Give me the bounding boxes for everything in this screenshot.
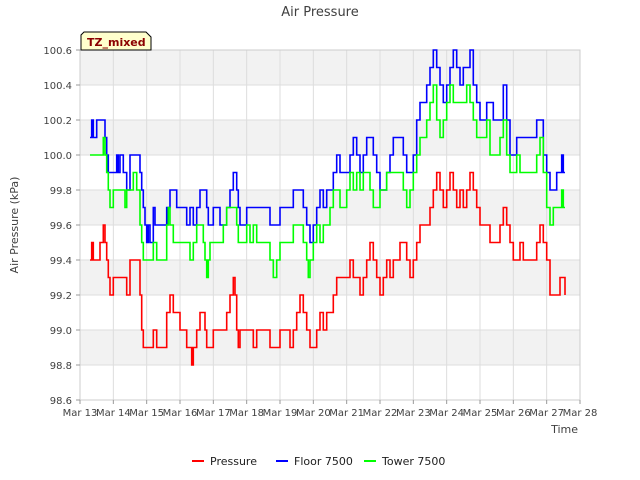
x-tick-label: Mar 18 — [229, 408, 264, 419]
y-axis-label: Air Pressure (kPa) — [8, 177, 21, 274]
x-tick-label: Mar 23 — [396, 408, 431, 419]
chart-title: Air Pressure — [281, 5, 359, 20]
x-tick-label: Mar 26 — [496, 408, 531, 419]
series-line-tower-7500 — [90, 84, 565, 279]
legend-label-tower-7500: Tower 7500 — [381, 455, 445, 468]
plot-band — [80, 50, 580, 85]
plot-band — [80, 330, 580, 365]
legend: Pressure Floor 7500 Tower 7500 — [192, 455, 445, 468]
x-tick-label: Mar 14 — [96, 408, 131, 419]
plot-bands — [80, 50, 580, 365]
x-tick-label: Mar 13 — [63, 408, 98, 419]
y-axis-ticks: 98.6 98.8 99.0 99.2 99.4 99.6 99.8 100.0 100.2 10… — [43, 46, 80, 407]
x-tick-label: Mar 27 — [529, 408, 564, 419]
annotation-badge-box — [80, 31, 152, 51]
y-tick-label: 99.6 — [50, 221, 72, 232]
x-tick-label: Mar 24 — [429, 408, 464, 419]
y-tick-label: 98.8 — [50, 361, 72, 372]
series-lines — [90, 49, 566, 366]
y-tick-label: 99.4 — [50, 256, 72, 267]
x-tick-label: Mar 17 — [196, 408, 231, 419]
x-axis-label: Time — [550, 423, 578, 436]
x-tick-label: Mar 28 — [563, 408, 598, 419]
y-tick-label: 99.0 — [50, 326, 72, 337]
legend-label-floor-7500: Floor 7500 — [294, 455, 353, 468]
y-tick-label: 100.6 — [43, 46, 72, 57]
x-tick-label: Mar 21 — [329, 408, 364, 419]
annotation-badge: TZ_mixed — [80, 31, 152, 51]
y-tick-label: 99.8 — [50, 186, 72, 197]
x-tick-label: Mar 15 — [129, 408, 164, 419]
x-tick-label: Mar 16 — [163, 408, 198, 419]
legend-label-pressure: Pressure — [210, 455, 257, 468]
plot-band — [80, 120, 580, 155]
x-tick-label: Mar 25 — [463, 408, 498, 419]
y-tick-label: 99.2 — [50, 291, 72, 302]
plot-band — [80, 260, 580, 295]
y-tick-label: 100.0 — [43, 151, 72, 162]
x-tick-label: Mar 20 — [296, 408, 331, 419]
y-tick-label: 98.6 — [50, 396, 72, 407]
x-tick-label: Mar 19 — [263, 408, 298, 419]
annotation-badge-text: TZ_mixed — [87, 36, 146, 49]
x-tick-label: Mar 22 — [363, 408, 398, 419]
series-line-floor-7500 — [90, 49, 565, 244]
y-tick-label: 100.2 — [43, 116, 72, 127]
series-line-pressure — [90, 171, 566, 366]
y-tick-label: 100.4 — [43, 81, 72, 92]
